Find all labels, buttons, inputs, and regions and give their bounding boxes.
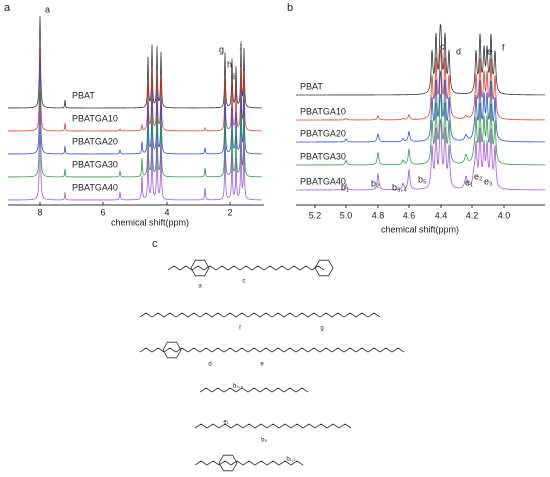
series-label: PBATGA10 [300,106,346,116]
x-tick-label: 2 [227,207,232,217]
series-label: PBATGA40 [300,176,346,186]
structure-label: c [243,279,246,285]
peak-label: b₃,₄ [392,182,407,192]
spectrum [296,93,545,166]
spectrum [296,118,545,191]
structure-label: d [208,362,211,368]
series-label: PBATGA20 [72,136,118,146]
x-tick-label: 4.2 [466,210,479,220]
structure-label: f [239,326,241,332]
x-tick-label: 6 [100,207,105,217]
peak-label: i [233,71,235,81]
series-label: PBAT [300,81,323,91]
peak-label: f [502,42,505,52]
ring [190,259,210,277]
peak-label: e₃ [484,176,493,186]
structure-label: b₃,₄ [233,384,243,390]
x-tick-label: 5.0 [340,210,353,220]
structure-label: e [260,362,264,368]
bond [139,312,381,318]
series-label: PBATGA40 [72,182,118,192]
structure-label: g [320,326,323,332]
spectrum [8,107,262,201]
structure-label: b₅ [261,438,267,444]
panel-label: c [152,238,158,250]
structure-label: e₁ [223,420,228,426]
spectrum [8,15,263,109]
peak-label: e₁ [465,177,473,187]
spectrum [296,48,545,121]
peak-label: b₁ [341,182,349,192]
structure-label: b₁,₂ [286,457,296,463]
ring [162,341,182,359]
spectrum [296,23,545,96]
panel-label: a [4,2,11,14]
x-tick-label: 4 [164,207,169,217]
ring [314,259,334,277]
peak-label: b₅ [418,174,427,184]
ring [218,454,238,472]
peak-label: a [45,4,50,14]
x-tick-label: 4.6 [403,210,416,220]
series-label: PBATGA30 [300,151,346,161]
bond [199,387,309,393]
bond [194,423,352,429]
axis-title: chemical shift(ppm) [111,217,189,227]
series-label: PBATGA10 [72,113,118,123]
panel-label: b [287,2,293,14]
peak-label: g [219,44,224,54]
series-label: PBAT [72,90,95,100]
series-label: PBATGA30 [72,159,118,169]
peak-label: h [227,59,232,69]
bond [167,265,325,271]
bond [139,347,405,353]
x-tick-label: 4.0 [498,210,511,220]
spectrum [8,38,263,132]
spectrum [8,84,263,178]
x-tick-label: 8 [37,207,42,217]
peak-label: b₂ [371,178,380,188]
spectrum [8,61,263,155]
structures [139,259,405,472]
structure-label: a [198,284,202,290]
peak-label: d [456,46,461,56]
peak-label: c [440,41,445,51]
spectrum [296,70,545,143]
peak-label: e [487,46,492,56]
x-tick-label: 4.4 [435,210,448,220]
peak-label: j [239,39,242,49]
axis-title: chemical shift(ppm) [381,224,459,234]
series-label: PBATGA20 [300,128,346,138]
x-tick-label: 4.8 [372,210,385,220]
bond [194,460,304,466]
peak-label: e₂ [474,171,483,181]
x-tick-label: 5.2 [309,210,322,220]
